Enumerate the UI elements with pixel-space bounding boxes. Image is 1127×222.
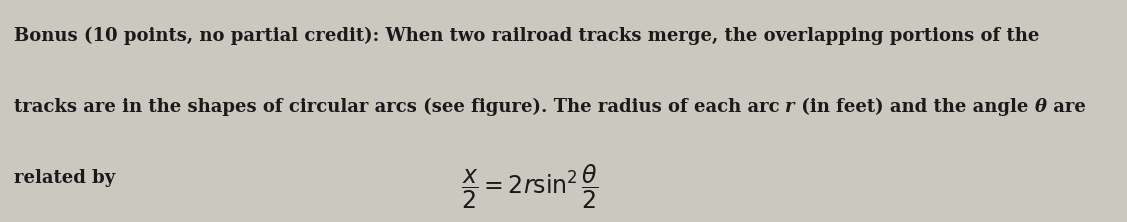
Text: related by: related by: [14, 169, 115, 187]
Text: θ: θ: [1035, 98, 1047, 116]
Text: are: are: [1047, 98, 1085, 116]
Text: $\dfrac{x}{2} = 2r\sin^2\dfrac{\theta}{2}$: $\dfrac{x}{2} = 2r\sin^2\dfrac{\theta}{2…: [461, 163, 598, 211]
Text: tracks are in the shapes of circular arcs (see figure). The radius of each arc: tracks are in the shapes of circular arc…: [14, 98, 786, 116]
Text: Bonus (10 points, no partial credit): When two railroad tracks merge, the overla: Bonus (10 points, no partial credit): Wh…: [14, 27, 1039, 45]
Text: (in feet) and the angle: (in feet) and the angle: [795, 98, 1035, 116]
Text: r: r: [786, 98, 795, 116]
